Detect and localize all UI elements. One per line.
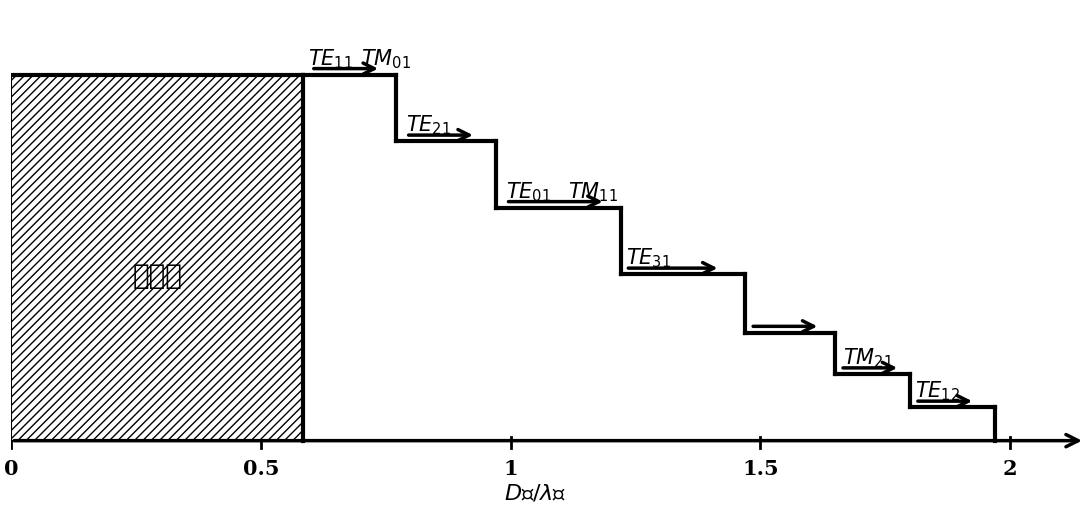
Text: 1.5: 1.5 [742, 459, 779, 479]
Text: $\mathit{TE}_{01}$: $\mathit{TE}_{01}$ [505, 180, 551, 204]
Text: 2: 2 [1003, 459, 1017, 479]
Text: $\mathit{TM}_{01}$: $\mathit{TM}_{01}$ [360, 47, 411, 71]
Bar [11, 75, 304, 441]
Text: $\mathit{TE}_{11}$: $\mathit{TE}_{11}$ [308, 47, 354, 71]
Text: 1: 1 [503, 459, 518, 479]
Text: $\mathit{TE}_{21}$: $\mathit{TE}_{21}$ [406, 114, 451, 137]
Text: $\mathit{TM}_{21}$: $\mathit{TM}_{21}$ [843, 347, 893, 370]
Text: $\mathit{TM}_{11}$: $\mathit{TM}_{11}$ [568, 180, 619, 204]
Text: 截止区: 截止区 [133, 262, 182, 290]
Text: $\mathit{TE}_{12}$: $\mathit{TE}_{12}$ [915, 380, 960, 403]
Text: 0: 0 [4, 459, 19, 479]
Text: $\mathit{D}$（$/\lambda$）: $\mathit{D}$（$/\lambda$） [504, 482, 567, 503]
Text: 0.5: 0.5 [243, 459, 279, 479]
Text: $\mathit{TE}_{31}$: $\mathit{TE}_{31}$ [625, 247, 671, 270]
